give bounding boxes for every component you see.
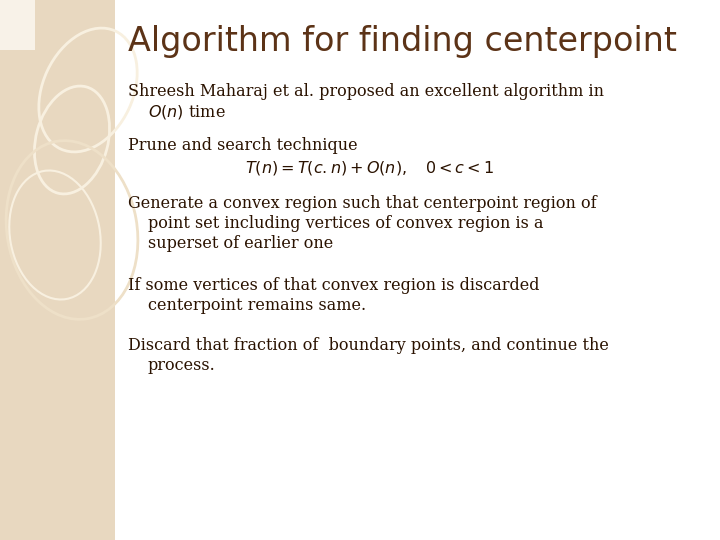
Text: Prune and search technique: Prune and search technique — [128, 137, 358, 153]
Text: If some vertices of that convex region is discarded: If some vertices of that convex region i… — [128, 276, 539, 294]
Text: process.: process. — [148, 356, 216, 374]
Text: Generate a convex region such that centerpoint region of: Generate a convex region such that cente… — [128, 195, 597, 213]
Text: $\mathit{T(n) = T(c.n) +O(n), \ \ \ 0< c <1}$: $\mathit{T(n) = T(c.n) +O(n), \ \ \ 0< c… — [245, 159, 494, 177]
Text: point set including vertices of convex region is a: point set including vertices of convex r… — [148, 215, 544, 233]
Text: centerpoint remains same.: centerpoint remains same. — [148, 296, 366, 314]
Text: Shreesh Maharaj et al. proposed an excellent algorithm in: Shreesh Maharaj et al. proposed an excel… — [128, 84, 604, 100]
Text: $\mathit{O(n)}$ time: $\mathit{O(n)}$ time — [148, 103, 225, 121]
Text: Discard that fraction of  boundary points, and continue the: Discard that fraction of boundary points… — [128, 336, 609, 354]
Bar — [0, 0, 115, 540]
Bar — [0, 0, 35, 50]
Text: superset of earlier one: superset of earlier one — [148, 235, 333, 253]
Text: Algorithm for finding centerpoint: Algorithm for finding centerpoint — [128, 25, 677, 58]
